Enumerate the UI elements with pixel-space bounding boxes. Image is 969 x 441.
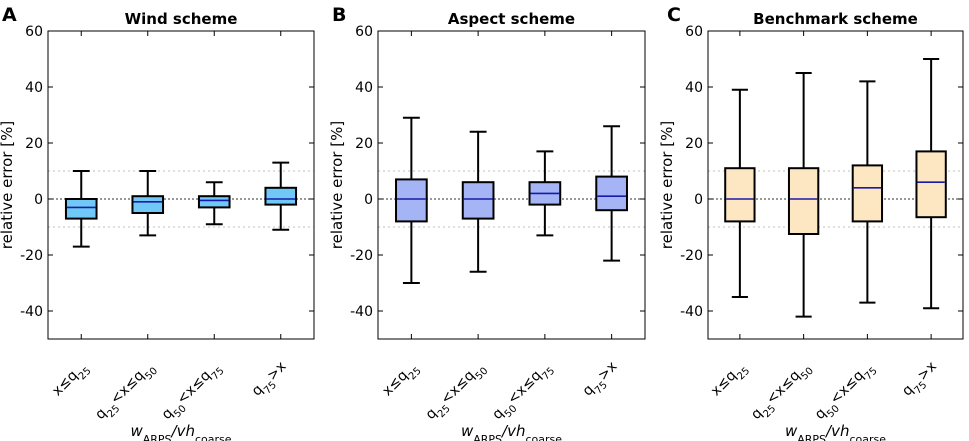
x-axis-label: wARPS/vhcoarse [130,422,231,441]
panel-title: Aspect scheme [448,10,575,28]
box-1 [724,88,756,298]
y-tick-label: -40 [350,304,373,320]
box-2 [787,72,820,318]
box-1 [395,116,428,284]
y-tick-label: -40 [680,304,703,320]
box-3 [851,80,884,304]
x-axis-label: wARPS/vhcoarse [785,422,886,441]
x-axis-label: wARPS/vhcoarse [461,422,562,441]
panel-letter: B [332,4,346,26]
y-tick-label: 60 [685,24,703,40]
category-label: q75>x [580,359,624,403]
y-axis-label: relative error [%] [328,121,346,249]
box-body [197,195,231,209]
box-1 [64,170,98,248]
panel-title: Wind scheme [125,10,238,28]
y-tick-label: 20 [25,136,43,152]
box-2 [461,130,495,273]
plot-frame [707,30,964,340]
y-tick-label: -40 [20,304,43,320]
category-label: q75>x [899,359,943,403]
y-tick-label: 60 [25,24,43,40]
y-tick-label: 40 [685,80,703,96]
category-label: q50<x≤q75 [489,359,557,427]
box-body [787,167,820,235]
category-label: x≤q25 [708,359,752,403]
box-body [724,167,756,223]
y-tick-label: -20 [680,248,703,264]
category-label: q75>x [249,359,293,403]
box-body [264,186,298,206]
y-tick-label: -20 [20,248,43,264]
y-tick-label: 20 [355,136,373,152]
category-label: q25<x≤q50 [92,359,160,427]
y-tick-label: 0 [364,192,373,208]
panel-letter: C [667,4,681,26]
y-tick-label: -20 [350,248,373,264]
category-label: q50<x≤q75 [159,359,227,427]
box-body [395,178,428,223]
y-tick-label: 60 [355,24,373,40]
box-body [461,181,495,220]
box-body [595,175,628,212]
box-4 [915,58,947,310]
y-axis-label: relative error [%] [0,121,16,249]
y-tick-label: 40 [355,80,373,96]
box-body [131,195,165,214]
y-axis-label: relative error [%] [658,121,676,249]
box-3 [197,181,231,226]
box-4 [595,125,628,262]
box-2 [131,170,165,237]
category-label: q25<x≤q50 [748,359,816,427]
plot-frame [47,30,315,340]
y-tick-label: 40 [25,80,43,96]
category-label: q25<x≤q50 [423,359,491,427]
y-tick-label: 20 [685,136,703,152]
box-body [64,198,98,220]
panel-letter: A [2,4,17,26]
plot-frame [377,30,646,340]
y-tick-label: 0 [34,192,43,208]
box-body [851,164,884,223]
box-body [915,150,947,219]
category-label: q50<x≤q75 [812,359,880,427]
y-tick-label: 0 [694,192,703,208]
panel-title: Benchmark scheme [753,10,918,28]
box-4 [264,161,298,231]
category-label: x≤q25 [379,359,423,403]
category-label: x≤q25 [49,359,93,403]
box-3 [528,150,562,237]
